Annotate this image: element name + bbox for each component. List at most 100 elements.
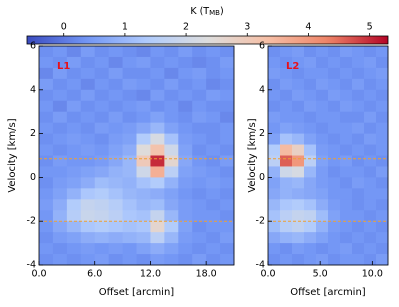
heatmap-cell xyxy=(192,89,207,102)
heatmap-cell xyxy=(316,144,329,156)
heatmap-cell xyxy=(108,210,123,222)
heatmap-cell xyxy=(316,111,329,124)
heatmap-cell xyxy=(192,232,207,244)
heatmap-cell xyxy=(192,188,207,200)
heatmap-cell xyxy=(66,243,82,255)
heatmap-cell xyxy=(164,254,179,266)
heatmap-cell xyxy=(52,188,68,200)
heatmap-cell xyxy=(94,56,110,69)
heatmap-cell xyxy=(178,221,193,233)
heatmap-cell xyxy=(178,56,193,69)
heatmap-cell xyxy=(108,56,123,69)
heatmap-cell xyxy=(52,144,68,156)
heatmap-cell xyxy=(178,111,193,124)
heatmap-cell xyxy=(80,254,96,266)
heatmap-cell xyxy=(268,111,281,124)
colorbar-tick-label: 3 xyxy=(244,22,250,33)
heatmap-cell xyxy=(94,221,110,233)
heatmap-cell xyxy=(340,243,353,255)
heatmap-cell xyxy=(122,89,137,102)
heatmap-cell xyxy=(364,155,377,167)
heatmap-cell xyxy=(316,133,329,145)
heatmap-cell xyxy=(150,67,165,80)
heatmap-cell xyxy=(164,232,179,244)
heatmap xyxy=(268,46,389,266)
heatmap-cell xyxy=(136,166,151,178)
heatmap-cell xyxy=(80,89,96,102)
heatmap-cell xyxy=(304,254,317,266)
heatmap-cell xyxy=(178,133,193,145)
heatmap-cell xyxy=(220,188,235,200)
heatmap-cell xyxy=(220,89,235,102)
heatmap-cell xyxy=(66,188,82,200)
heatmap-cell xyxy=(364,243,377,255)
heatmap-cell xyxy=(80,155,96,167)
x-tick-label: 5.0 xyxy=(313,269,328,280)
heatmap-cell xyxy=(220,133,235,145)
heatmap-cell xyxy=(220,210,235,222)
heatmap-cell xyxy=(316,46,329,58)
heatmap-cell xyxy=(304,89,317,102)
heatmap-cell xyxy=(108,177,123,189)
heatmap-cell xyxy=(292,243,305,255)
colorbar-tick-label: 4 xyxy=(305,22,311,33)
heatmap-cell xyxy=(136,133,151,145)
heatmap-cell xyxy=(52,56,68,69)
y-tick-label: 0 xyxy=(259,172,265,183)
x-tick-label: 0.0 xyxy=(260,269,275,280)
heatmap-cell xyxy=(94,100,110,113)
heatmap-cell xyxy=(206,166,221,178)
heatmap-cell xyxy=(80,122,96,134)
heatmap-cell xyxy=(352,89,365,102)
heatmap-cell xyxy=(80,78,96,91)
heatmap-cell xyxy=(280,254,293,266)
heatmap-cell xyxy=(206,89,221,102)
heatmap-cell xyxy=(52,232,68,244)
heatmap-cell xyxy=(352,46,365,58)
heatmap-cell xyxy=(340,144,353,156)
heatmap-cell xyxy=(150,122,165,134)
heatmap-cell xyxy=(108,67,123,80)
heatmap-cell xyxy=(304,166,317,178)
heatmap-cell xyxy=(150,100,165,113)
heatmap-cell xyxy=(206,144,221,156)
heatmap-cell xyxy=(39,133,54,145)
heatmap-cell xyxy=(352,67,365,80)
heatmap-cell xyxy=(39,78,54,91)
heatmap-cell xyxy=(192,46,207,58)
heatmap-cell xyxy=(164,177,179,189)
heatmap-cell xyxy=(108,166,123,178)
heatmap-cell xyxy=(206,100,221,113)
heatmap-cell xyxy=(268,89,281,102)
heatmap-cell xyxy=(178,89,193,102)
heatmap-cell xyxy=(340,78,353,91)
plot-frame xyxy=(267,45,389,266)
heatmap-cell xyxy=(136,221,151,233)
heatmap-cell xyxy=(280,67,293,80)
heatmap-cell xyxy=(292,78,305,91)
heatmap-cell xyxy=(80,144,96,156)
heatmap-cell xyxy=(108,122,123,134)
heatmap-cell xyxy=(316,56,329,69)
heatmap-cell xyxy=(94,111,110,124)
heatmap-cell xyxy=(340,254,353,266)
heatmap-cell xyxy=(108,89,123,102)
heatmap-cell xyxy=(206,56,221,69)
heatmap-cell xyxy=(352,100,365,113)
heatmap-cell xyxy=(94,67,110,80)
heatmap-cell xyxy=(136,111,151,124)
heatmap-cell xyxy=(164,144,179,156)
heatmap-cell xyxy=(352,56,365,69)
y-tick-label: 4 xyxy=(259,84,265,95)
heatmap-cell xyxy=(136,89,151,102)
heatmap-cell xyxy=(364,56,377,69)
heatmap-cell xyxy=(292,111,305,124)
heatmap-cell xyxy=(150,199,165,211)
heatmap-cell xyxy=(316,210,329,222)
heatmap-cell xyxy=(220,221,235,233)
heatmap-cell xyxy=(280,232,293,244)
heatmap-cell xyxy=(206,133,221,145)
heatmap-cell xyxy=(280,46,293,58)
y-tick-label: -2 xyxy=(27,216,36,227)
heatmap-cell xyxy=(340,67,353,80)
